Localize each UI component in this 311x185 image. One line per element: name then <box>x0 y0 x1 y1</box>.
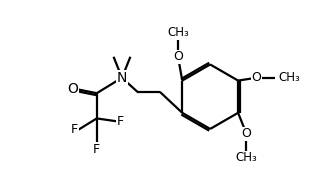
Text: O: O <box>67 82 78 96</box>
Text: N: N <box>117 71 127 85</box>
Text: O: O <box>251 71 261 84</box>
Text: F: F <box>117 115 124 128</box>
Text: F: F <box>93 143 100 156</box>
Text: CH₃: CH₃ <box>167 26 189 39</box>
Text: CH₃: CH₃ <box>236 151 258 164</box>
Text: O: O <box>242 127 251 140</box>
Text: O: O <box>173 50 183 63</box>
Text: CH₃: CH₃ <box>279 71 300 84</box>
Text: F: F <box>71 123 78 136</box>
